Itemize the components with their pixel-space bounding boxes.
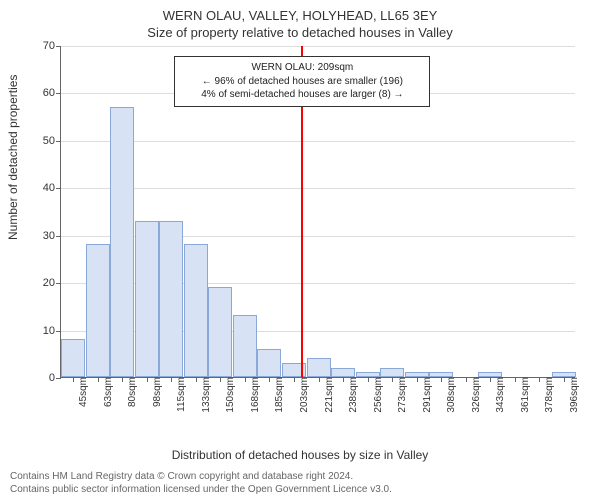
plot-area: 01020304050607045sqm63sqm80sqm98sqm115sq… bbox=[60, 46, 575, 378]
x-tick bbox=[294, 377, 295, 382]
x-tick-label: 203sqm bbox=[297, 377, 310, 413]
x-tick-label: 133sqm bbox=[199, 377, 212, 413]
histogram-bar bbox=[184, 244, 208, 377]
x-tick bbox=[539, 377, 540, 382]
x-tick-label: 326sqm bbox=[469, 377, 482, 413]
x-tick-label: 185sqm bbox=[272, 377, 285, 413]
y-tick-label: 40 bbox=[43, 182, 61, 194]
gridline bbox=[61, 188, 575, 189]
footer-attribution: Contains HM Land Registry data © Crown c… bbox=[10, 470, 392, 496]
x-tick bbox=[196, 377, 197, 382]
x-tick-label: 115sqm bbox=[174, 377, 187, 412]
x-tick bbox=[98, 377, 99, 382]
histogram-bar bbox=[257, 349, 281, 377]
x-tick bbox=[269, 377, 270, 382]
y-tick-label: 20 bbox=[43, 277, 61, 289]
x-tick-label: 221sqm bbox=[322, 377, 335, 413]
x-tick-label: 238sqm bbox=[346, 377, 359, 413]
histogram-bar bbox=[86, 244, 110, 377]
x-tick bbox=[343, 377, 344, 382]
x-tick-label: 361sqm bbox=[518, 377, 531, 413]
x-tick-label: 168sqm bbox=[248, 377, 261, 413]
histogram-bar bbox=[307, 358, 331, 377]
x-tick bbox=[466, 377, 467, 382]
chart-title-line2: Size of property relative to detached ho… bbox=[0, 23, 600, 40]
x-tick bbox=[515, 377, 516, 382]
x-tick-label: 80sqm bbox=[125, 377, 138, 407]
x-tick bbox=[564, 377, 565, 382]
histogram-bar bbox=[110, 107, 134, 377]
x-tick-label: 291sqm bbox=[420, 377, 433, 413]
footer-line2: Contains public sector information licen… bbox=[10, 483, 392, 496]
x-tick-label: 396sqm bbox=[567, 377, 580, 413]
y-tick-label: 10 bbox=[43, 325, 61, 337]
annotation-line: WERN OLAU: 209sqm bbox=[181, 61, 423, 75]
x-tick bbox=[245, 377, 246, 382]
x-tick bbox=[122, 377, 123, 382]
x-tick bbox=[319, 377, 320, 382]
y-tick-label: 30 bbox=[43, 230, 61, 242]
x-tick-label: 308sqm bbox=[444, 377, 457, 413]
x-tick bbox=[368, 377, 369, 382]
annotation-line: 4% of semi-detached houses are larger (8… bbox=[181, 88, 423, 102]
annotation-line: ← 96% of detached houses are smaller (19… bbox=[181, 75, 423, 89]
x-tick-label: 343sqm bbox=[493, 377, 506, 413]
y-tick-label: 60 bbox=[43, 87, 61, 99]
x-tick-label: 45sqm bbox=[76, 377, 89, 407]
histogram-bar bbox=[380, 368, 404, 377]
footer-line1: Contains HM Land Registry data © Crown c… bbox=[10, 470, 392, 483]
histogram-bar bbox=[208, 287, 232, 377]
histogram-bar bbox=[159, 221, 183, 378]
x-tick-label: 98sqm bbox=[150, 377, 163, 407]
histogram-chart: WERN OLAU, VALLEY, HOLYHEAD, LL65 3EY Si… bbox=[0, 0, 600, 500]
histogram-bar bbox=[135, 221, 159, 378]
chart-title-line1: WERN OLAU, VALLEY, HOLYHEAD, LL65 3EY bbox=[0, 0, 600, 23]
gridline bbox=[61, 46, 575, 47]
x-tick-label: 63sqm bbox=[101, 377, 114, 407]
x-tick-label: 256sqm bbox=[371, 377, 384, 413]
annotation-box: WERN OLAU: 209sqm← 96% of detached house… bbox=[174, 56, 430, 107]
x-tick bbox=[490, 377, 491, 382]
x-tick bbox=[73, 377, 74, 382]
y-axis-label: Number of detached properties bbox=[6, 75, 20, 240]
x-tick bbox=[417, 377, 418, 382]
x-tick bbox=[171, 377, 172, 382]
x-tick bbox=[441, 377, 442, 382]
x-tick-label: 150sqm bbox=[223, 377, 236, 413]
histogram-bar bbox=[61, 339, 85, 377]
x-tick bbox=[392, 377, 393, 382]
x-tick-label: 273sqm bbox=[395, 377, 408, 413]
gridline bbox=[61, 141, 575, 142]
x-tick bbox=[220, 377, 221, 382]
y-tick-label: 50 bbox=[43, 135, 61, 147]
x-axis-label: Distribution of detached houses by size … bbox=[0, 448, 600, 462]
histogram-bar bbox=[233, 315, 257, 377]
x-tick bbox=[147, 377, 148, 382]
histogram-bar bbox=[331, 368, 355, 377]
y-tick-label: 70 bbox=[43, 40, 61, 52]
y-tick-label: 0 bbox=[49, 372, 61, 384]
x-tick-label: 378sqm bbox=[542, 377, 555, 413]
